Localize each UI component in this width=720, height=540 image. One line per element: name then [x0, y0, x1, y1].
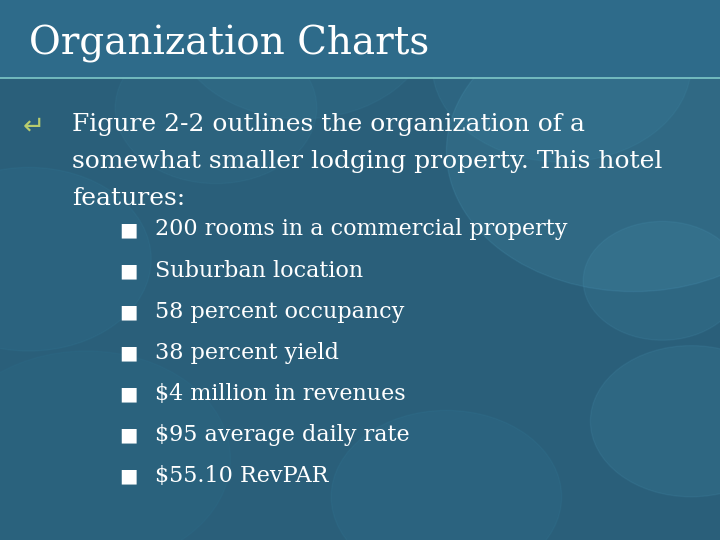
Text: $55.10 RevPAR: $55.10 RevPAR — [155, 465, 328, 487]
Text: $95 average daily rate: $95 average daily rate — [155, 424, 410, 446]
Text: 58 percent occupancy: 58 percent occupancy — [155, 301, 404, 322]
Text: Suburban location: Suburban location — [155, 260, 363, 281]
Text: 38 percent yield: 38 percent yield — [155, 342, 339, 363]
Circle shape — [0, 351, 230, 540]
Circle shape — [115, 32, 317, 184]
Circle shape — [173, 0, 432, 119]
Text: Figure 2-2 outlines the organization of a: Figure 2-2 outlines the organization of … — [72, 113, 585, 137]
Text: 200 rooms in a commercial property: 200 rooms in a commercial property — [155, 219, 567, 240]
Text: features:: features: — [72, 187, 185, 210]
Text: ■: ■ — [119, 425, 138, 444]
Text: $4 million in revenues: $4 million in revenues — [155, 383, 405, 404]
Circle shape — [583, 221, 720, 340]
Text: ■: ■ — [119, 261, 138, 280]
Text: Organization Charts: Organization Charts — [29, 25, 429, 63]
Text: ↵: ↵ — [23, 113, 45, 139]
FancyBboxPatch shape — [0, 0, 720, 78]
Circle shape — [590, 346, 720, 497]
Text: ■: ■ — [119, 466, 138, 485]
Text: ■: ■ — [119, 384, 138, 403]
Text: ■: ■ — [119, 343, 138, 362]
Circle shape — [446, 11, 720, 292]
Circle shape — [331, 410, 562, 540]
Text: ■: ■ — [119, 220, 138, 239]
Circle shape — [432, 0, 691, 162]
Text: ■: ■ — [119, 302, 138, 321]
Circle shape — [0, 167, 151, 351]
Text: somewhat smaller lodging property. This hotel: somewhat smaller lodging property. This … — [72, 150, 662, 173]
